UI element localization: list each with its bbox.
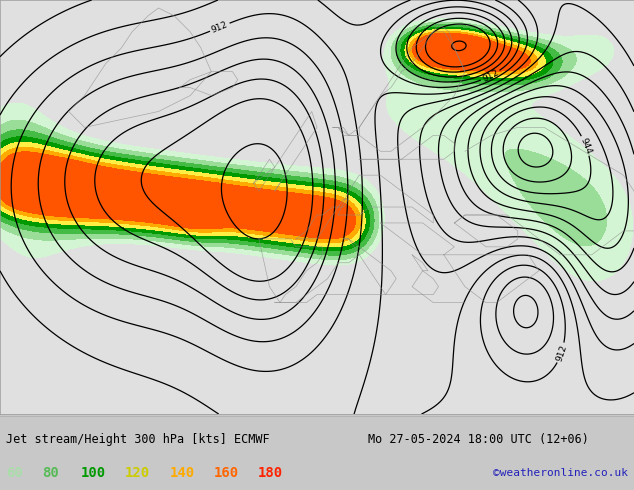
Text: 180: 180	[258, 466, 283, 480]
Text: 80: 80	[42, 466, 59, 480]
Text: 944: 944	[578, 136, 593, 155]
Text: Jet stream/Height 300 hPa [kts] ECMWF: Jet stream/Height 300 hPa [kts] ECMWF	[6, 433, 270, 446]
Text: ©weatheronline.co.uk: ©weatheronline.co.uk	[493, 468, 628, 478]
Text: 912: 912	[210, 20, 230, 35]
Text: 60: 60	[6, 466, 23, 480]
Text: 912: 912	[481, 68, 500, 84]
Text: Mo 27-05-2024 18:00 UTC (12+06): Mo 27-05-2024 18:00 UTC (12+06)	[368, 433, 588, 446]
Text: 100: 100	[81, 466, 106, 480]
Text: 912: 912	[554, 343, 568, 363]
Text: 140: 140	[169, 466, 195, 480]
Text: 160: 160	[214, 466, 239, 480]
Text: 120: 120	[125, 466, 150, 480]
